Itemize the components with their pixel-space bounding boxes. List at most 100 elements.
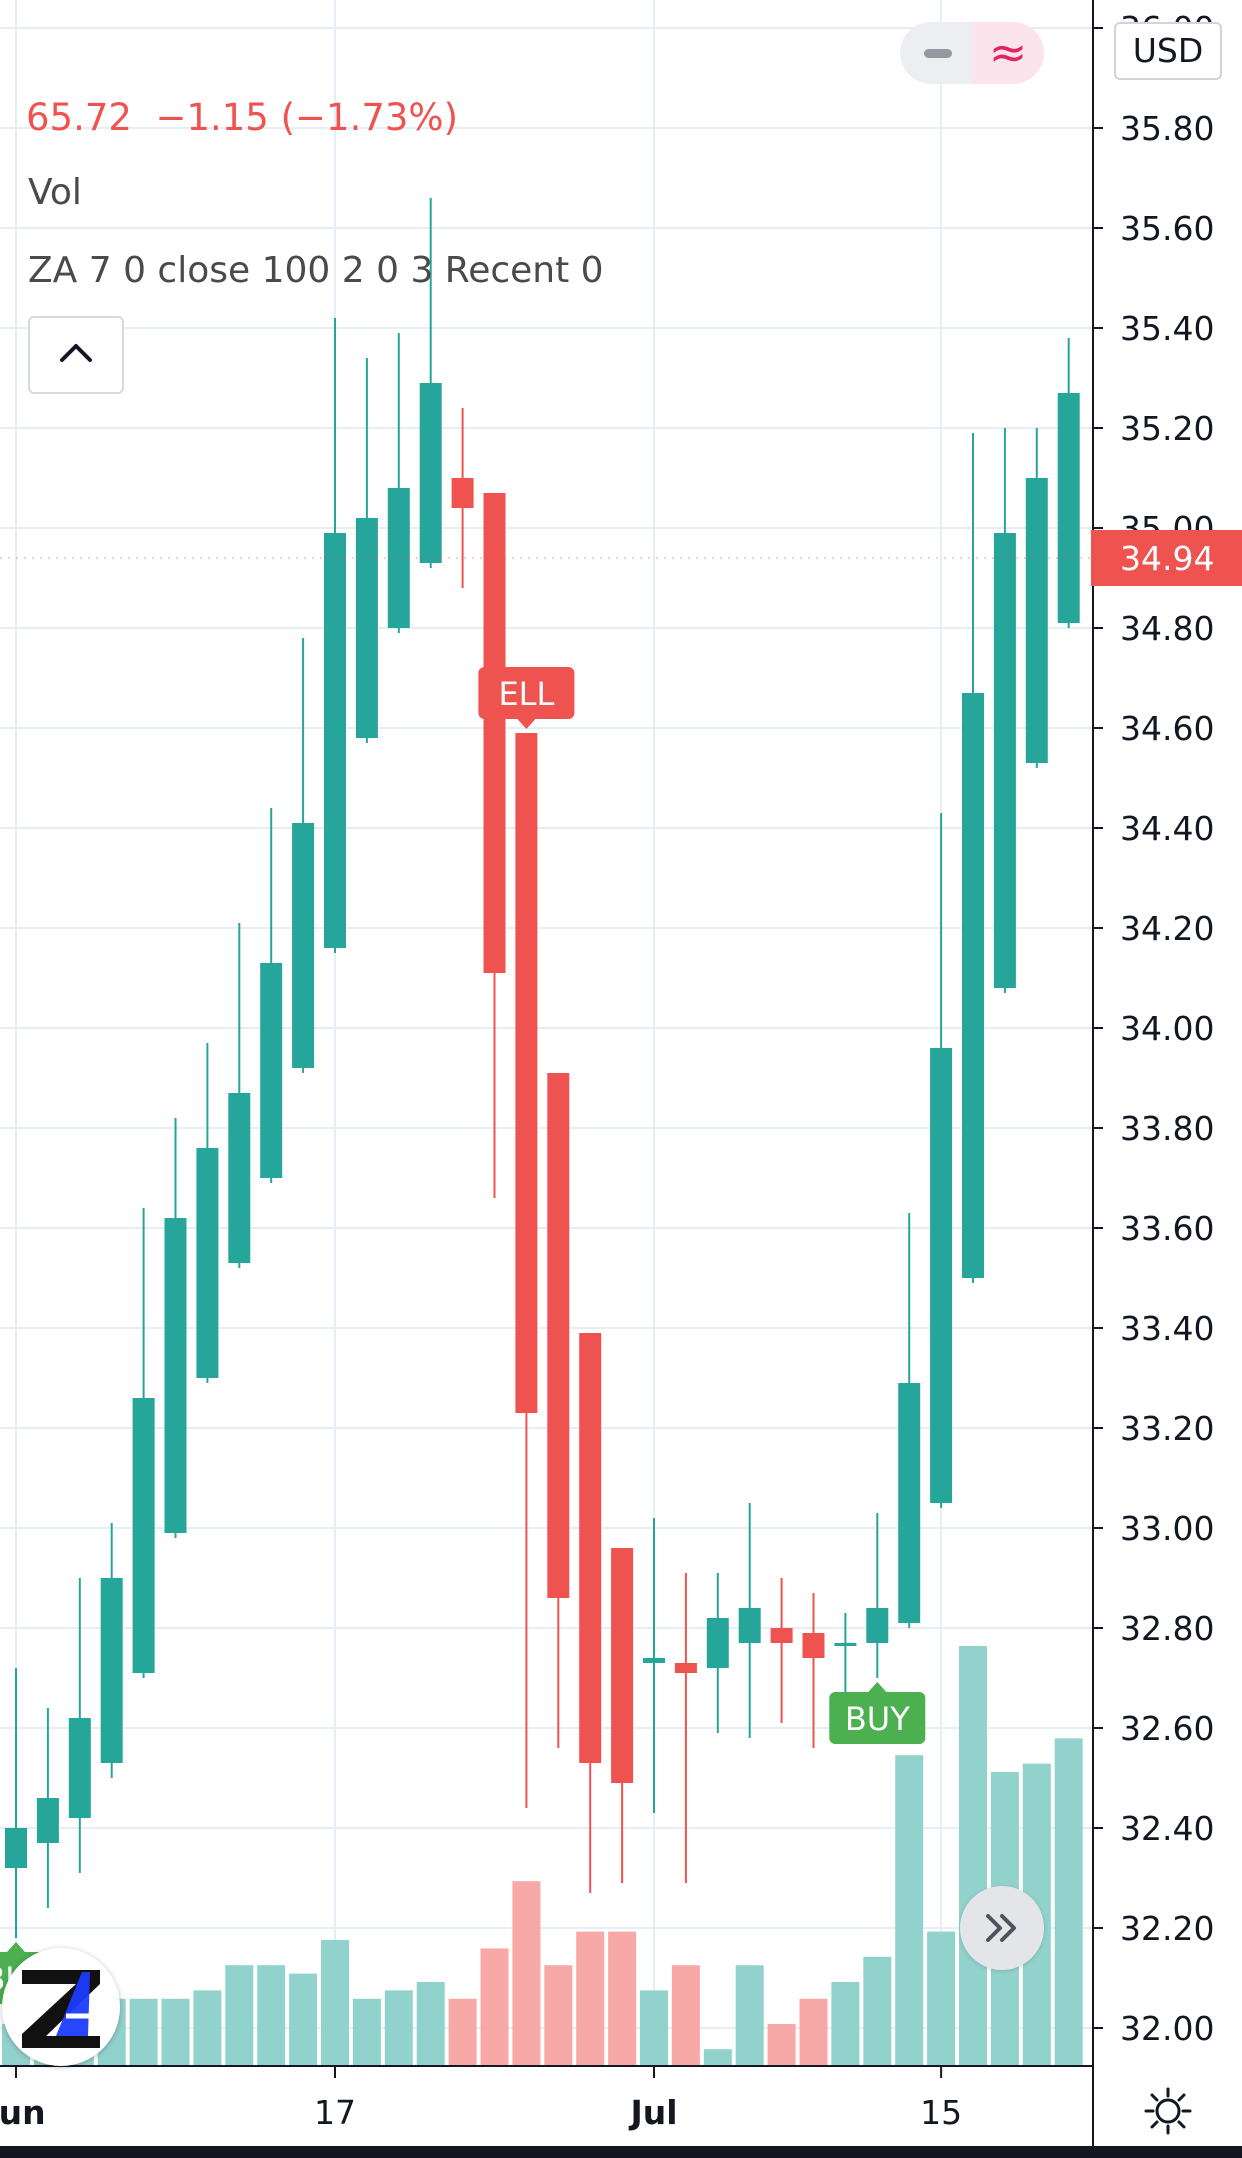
line-style-icon[interactable]: [900, 22, 972, 84]
signal-label-pointer: [517, 719, 536, 729]
x-tick-label: Jun: [0, 2093, 46, 2132]
candle-body: [355, 518, 378, 738]
y-tick-label: 33.40: [1120, 1309, 1214, 1348]
volume-bar: [544, 1965, 573, 2066]
candle: [674, 1573, 697, 1883]
signal-label-box: [478, 667, 575, 719]
signal-labels: BUYELLBUY: [0, 667, 926, 2004]
x-tick-label: Jul: [628, 2093, 677, 2132]
volume-legend-label: Vol: [28, 172, 82, 213]
candle: [802, 1593, 825, 1748]
candle: [1057, 338, 1080, 628]
y-tick-label: 32.80: [1120, 1609, 1214, 1648]
indicator-legend-label: ZA 7 0 close 100 2 0 3 Recent 0: [28, 250, 604, 291]
candle-body: [100, 1578, 123, 1763]
volume-bar: [640, 1990, 668, 2066]
double-chevron-right-icon: [986, 1914, 1016, 1942]
volume-bar: [225, 1965, 254, 2066]
candle: [579, 1333, 602, 1893]
y-tick-label: 32.60: [1120, 1709, 1214, 1748]
candle: [196, 1043, 219, 1383]
candle-body: [292, 823, 315, 1068]
y-tick-label: 35.20: [1120, 409, 1214, 448]
candle: [164, 1118, 187, 1538]
chart-grid: [0, 0, 1092, 2066]
y-tick-label: 32.40: [1120, 1809, 1214, 1848]
signal-label-text: ELL: [498, 675, 554, 713]
currency-button[interactable]: USD: [1114, 22, 1222, 80]
candle-body: [611, 1548, 634, 1783]
scroll-to-realtime-button[interactable]: [960, 1886, 1044, 1970]
chevron-up-icon: [60, 344, 92, 362]
y-tick-label: 34.00: [1120, 1009, 1214, 1048]
candle: [68, 1578, 91, 1873]
signal-label-pointer: [868, 1682, 887, 1692]
candle-body: [483, 493, 506, 973]
y-tick-label: 34.60: [1120, 709, 1214, 748]
volume-bar: [257, 1965, 286, 2066]
candle: [5, 1668, 27, 1938]
candle-body: [834, 1643, 857, 1646]
candle-body: [738, 1608, 761, 1643]
bottom-bar: [0, 2146, 1242, 2158]
volume-bar: [1054, 1738, 1083, 2066]
y-tick-label: 34.40: [1120, 809, 1214, 848]
volume-bar: [576, 1931, 605, 2066]
settings-gear-icon[interactable]: [1143, 2086, 1193, 2140]
volume-bar: [767, 2024, 796, 2066]
candle: [643, 1518, 665, 1813]
volume-bar: [480, 1948, 509, 2066]
candle-body: [228, 1093, 251, 1263]
volume-bar: [289, 1973, 318, 2066]
candle: [515, 733, 538, 1808]
chart-style-toggle[interactable]: ≈: [900, 22, 1044, 84]
candles: [5, 198, 1080, 1938]
candle: [611, 1548, 634, 1883]
volume-bar: [448, 1998, 477, 2066]
x-tick-label: 17: [314, 2093, 356, 2132]
volume-bar: [671, 1965, 700, 2066]
logo-icon: [22, 1970, 100, 2048]
candle: [324, 318, 346, 953]
y-tick-label: 34.20: [1120, 909, 1214, 948]
candle: [260, 808, 283, 1183]
candle-body: [1025, 478, 1048, 763]
candle: [100, 1523, 123, 1778]
candle-body: [547, 1073, 570, 1598]
volume-bar: [161, 1998, 190, 2066]
collapse-legend-button[interactable]: [28, 316, 124, 394]
candle: [962, 433, 984, 1283]
volume-bar: [927, 1931, 956, 2066]
signal-label-text: BUY: [845, 1700, 910, 1738]
volume-bar: [799, 1998, 828, 2066]
candle-body: [132, 1398, 155, 1673]
candle-body: [196, 1148, 219, 1378]
signal-label-pointer: [7, 1942, 25, 1952]
volume-bar: [321, 1940, 349, 2066]
candle-body: [164, 1218, 187, 1533]
candle-body: [451, 478, 474, 508]
candle: [1025, 428, 1048, 768]
sell-signal-label: ELL: [478, 667, 575, 729]
candle: [930, 813, 953, 1508]
candle: [738, 1503, 761, 1738]
volume-bar: [384, 1990, 413, 2066]
candle-body: [706, 1618, 729, 1668]
candle-body: [770, 1628, 793, 1643]
candle-body: [515, 733, 538, 1413]
wave-style-icon[interactable]: ≈: [972, 22, 1044, 84]
brand-logo: [2, 1948, 120, 2066]
candle: [898, 1213, 921, 1628]
candle: [451, 408, 474, 588]
candle: [36, 1708, 59, 1908]
candle-body: [866, 1608, 889, 1643]
last-price-badge: [1091, 530, 1242, 586]
y-tick-label: 35.60: [1120, 209, 1214, 248]
candle: [866, 1513, 889, 1678]
volume-bar: [831, 1982, 860, 2066]
volume-bar: [129, 1998, 158, 2066]
candle-body: [643, 1658, 665, 1663]
candle: [228, 923, 251, 1268]
y-tick-label: 33.80: [1120, 1109, 1214, 1148]
